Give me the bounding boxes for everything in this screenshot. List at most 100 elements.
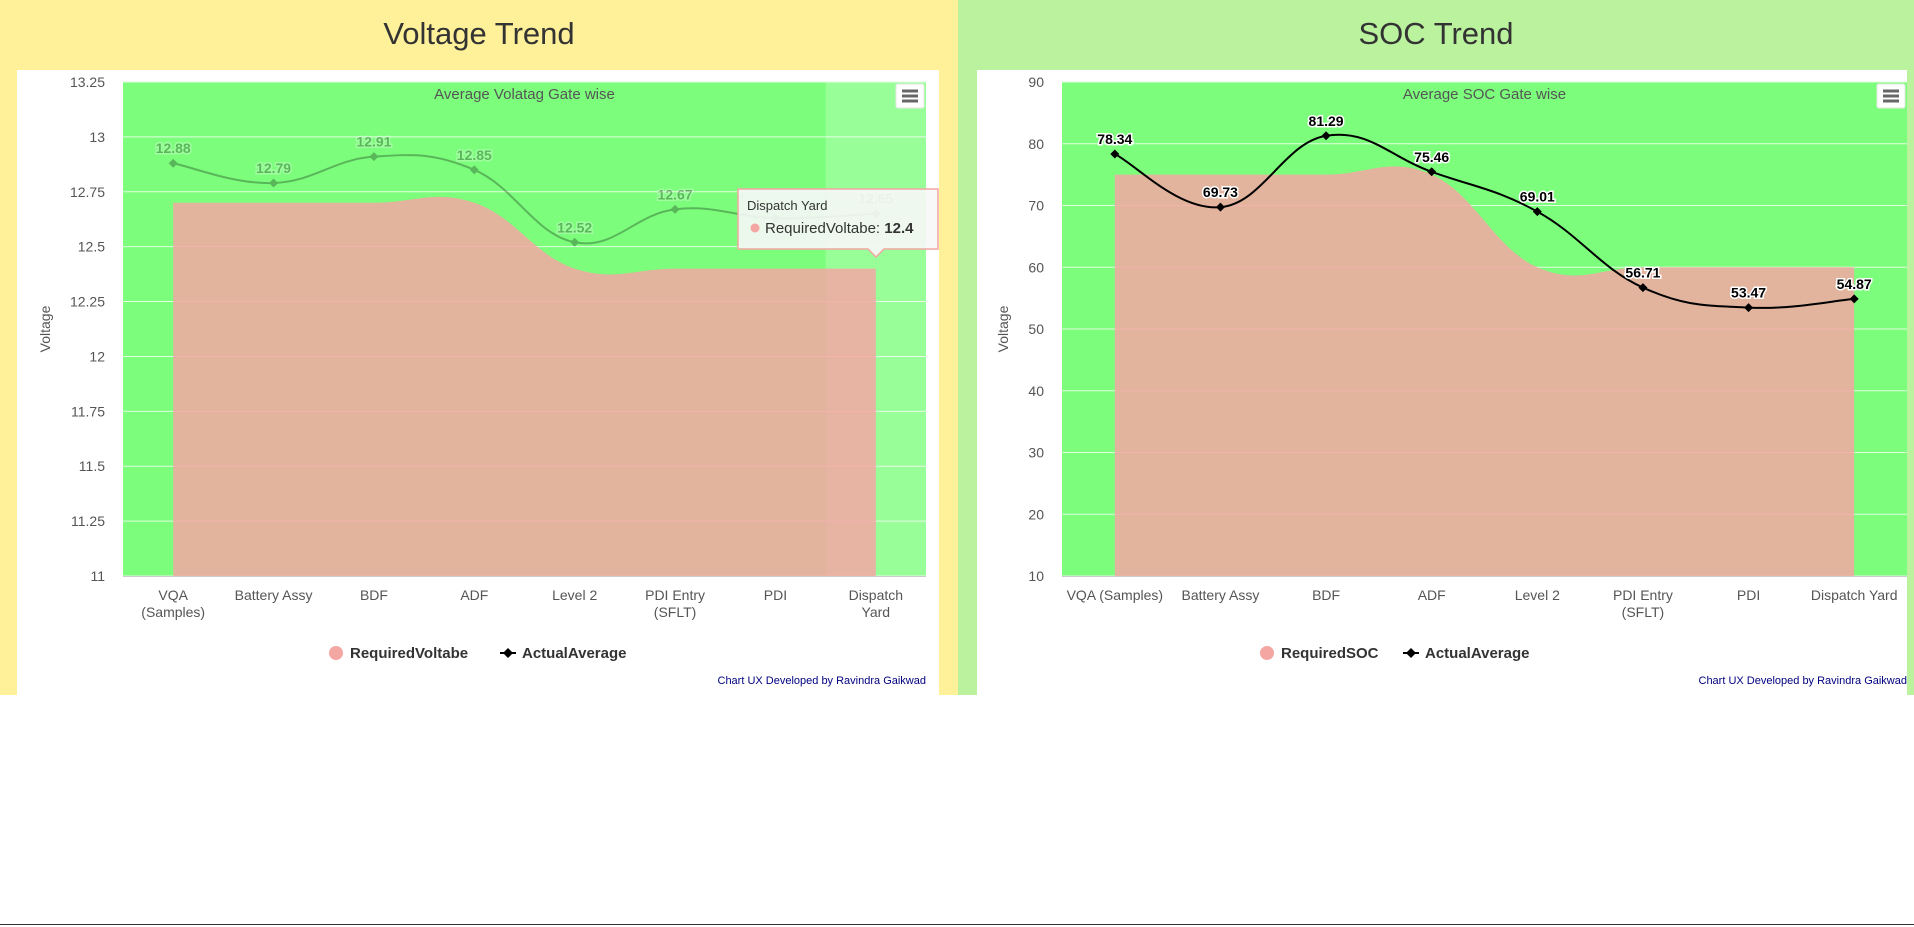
y-tick-label: 13 — [89, 129, 105, 145]
voltage-chart: 11 11.25 11.5 11.75 12 12.25 12.5 12.75 13 13.25 1… — [37, 74, 939, 687]
x-tick-label: PDI Entry (SFLT) — [1613, 587, 1673, 620]
x-tick-label: Battery Assy — [235, 587, 313, 603]
legend: RequiredVoltabe ActualAverage — [329, 645, 627, 662]
y-tick-label: 80 — [1028, 136, 1044, 152]
y-tick-label: 11.5 — [79, 458, 105, 474]
voltage-panel: Voltage Trend 11 11.25 11.5 11.75 12 12.25 12.… — [0, 0, 958, 695]
x-tick-label-line: Dispatch Yard — [1811, 587, 1898, 603]
y-tick-label: 10 — [1028, 568, 1044, 584]
data-label: 78.34 — [1097, 131, 1132, 147]
legend: RequiredSOC ActualAverage — [1260, 645, 1530, 662]
actual-average-point — [369, 152, 379, 162]
x-tick-label-line: Level 2 — [552, 587, 597, 603]
legend-label: RequiredSOC — [1281, 645, 1379, 662]
soc-chart: 10 20 30 40 50 60 70 80 90 78.34 69.73 81.29 75.46 69… — [995, 74, 1908, 687]
x-tick-label: BDF — [1312, 587, 1340, 603]
x-tick-label-line: PDI — [1737, 587, 1760, 603]
x-tick-label: PDI — [764, 587, 787, 603]
soc-chart-container: 10 20 30 40 50 60 70 80 90 78.34 69.73 81.29 75.46 69… — [977, 70, 1907, 695]
hamburger-menu-icon[interactable] — [1876, 83, 1906, 109]
y-tick-label: 12 — [89, 348, 105, 364]
legend-item-actual[interactable]: ActualAverage — [1403, 645, 1530, 662]
x-tick-label: Battery Assy — [1182, 587, 1260, 603]
x-tick-label: Dispatch Yard — [849, 587, 903, 620]
x-tick-label-line: ADF — [1418, 587, 1446, 603]
data-label: 81.29 — [1309, 113, 1344, 129]
chart-title: Average Volatag Gate wise — [434, 86, 615, 103]
legend-item-required[interactable]: RequiredSOC — [1260, 645, 1379, 662]
tooltip-box — [737, 188, 939, 259]
y-tick-label: 11.75 — [71, 403, 105, 419]
actual-average-point — [1532, 207, 1542, 217]
data-label: 12.52 — [557, 219, 592, 235]
legend-label: RequiredVoltabe — [350, 645, 468, 662]
voltage-panel-title: Voltage Trend — [383, 16, 575, 51]
y-tick-label: 50 — [1028, 321, 1044, 337]
x-tick-label-line: PDI Entry — [645, 587, 705, 603]
x-tick-label: VQA (Samples) — [141, 587, 205, 620]
data-label: 12.67 — [658, 186, 693, 202]
required-area-series — [1114, 166, 1855, 576]
actual-average-point — [1427, 167, 1437, 177]
x-tick-label-line: PDI Entry — [1613, 587, 1673, 603]
legend-label: ActualAverage — [1425, 645, 1530, 662]
data-label: 12.79 — [256, 160, 291, 176]
tooltip-category: Dispatch Yard — [747, 198, 827, 213]
x-tick-label: ADF — [1418, 587, 1446, 603]
y-tick-label: 13.25 — [70, 74, 105, 90]
data-label: 12.88 — [156, 140, 191, 156]
credits-link[interactable]: Chart UX Developed by Ravindra Gaikwad — [1699, 675, 1908, 687]
x-tick-label-line: (SFLT) — [1622, 604, 1665, 620]
data-label: 69.73 — [1203, 184, 1238, 200]
actual-average-point — [168, 158, 178, 168]
y-tick-label: 40 — [1028, 383, 1044, 399]
data-label: 12.91 — [356, 134, 391, 150]
data-label: 12.85 — [457, 147, 492, 163]
voltage-chart-container: 11 11.25 11.5 11.75 12 12.25 12.5 12.75 13 13.25 1… — [17, 70, 939, 695]
legend-diamond-symbol — [1406, 648, 1416, 658]
tooltip-series-dot — [750, 223, 760, 233]
x-tick-label-line: Battery Assy — [235, 587, 313, 603]
y-tick-label: 60 — [1028, 259, 1044, 275]
y-tick-label: 12.25 — [70, 294, 105, 310]
legend-area-symbol — [329, 646, 343, 660]
tooltip-series-name: RequiredVoltabe: — [765, 220, 884, 237]
actual-average-point — [1849, 294, 1859, 304]
required-area-series — [173, 196, 876, 576]
soc-panel: SOC Trend 10 20 30 40 50 60 70 80 90 78.34 69.73 81… — [958, 0, 1914, 695]
tooltip: Dispatch Yard RequiredVoltabe: 12.4 — [737, 188, 939, 259]
actual-average-series: 78.34 69.73 81.29 75.46 69.01 56.71 53.47 54.87 — [1096, 111, 1873, 313]
x-tick-label-line: (SFLT) — [654, 604, 697, 620]
legend-item-actual[interactable]: ActualAverage — [500, 645, 627, 662]
page-bottom-divider — [0, 924, 1914, 925]
legend-item-required[interactable]: RequiredVoltabe — [329, 645, 468, 662]
y-tick-label: 12.75 — [70, 184, 105, 200]
y-axis-label: Voltage — [995, 305, 1011, 352]
actual-average-point — [269, 178, 279, 188]
x-tick-label: Level 2 — [552, 587, 597, 603]
data-label: 75.46 — [1414, 149, 1449, 165]
x-tick-label-line: Battery Assy — [1182, 587, 1260, 603]
legend-diamond-symbol — [503, 648, 513, 658]
hamburger-menu-icon[interactable] — [895, 83, 925, 109]
legend-area-symbol — [1260, 646, 1274, 660]
tooltip-value: 12.4 — [884, 220, 914, 237]
x-tick-label: ADF — [460, 587, 488, 603]
y-tick-label: 70 — [1028, 198, 1044, 214]
x-tick-label-line: Yard — [862, 604, 891, 620]
chart-title: Average SOC Gate wise — [1403, 86, 1566, 103]
y-tick-label: 20 — [1028, 506, 1044, 522]
data-label: 53.47 — [1731, 285, 1766, 301]
x-tick-label: VQA (Samples) — [1067, 587, 1163, 603]
data-label: 56.71 — [1625, 265, 1660, 281]
data-label: 69.01 — [1520, 189, 1555, 205]
x-tick-label: PDI Entry (SFLT) — [645, 587, 705, 620]
x-tick-label: BDF — [360, 587, 388, 603]
x-tick-label-line: PDI — [764, 587, 787, 603]
y-tick-label: 30 — [1028, 445, 1044, 461]
x-tick-label-line: (Samples) — [141, 604, 205, 620]
y-tick-label: 12.5 — [78, 239, 105, 255]
x-tick-label: PDI — [1737, 587, 1760, 603]
credits-link[interactable]: Chart UX Developed by Ravindra Gaikwad — [718, 675, 927, 687]
y-tick-label: 11 — [90, 568, 105, 584]
